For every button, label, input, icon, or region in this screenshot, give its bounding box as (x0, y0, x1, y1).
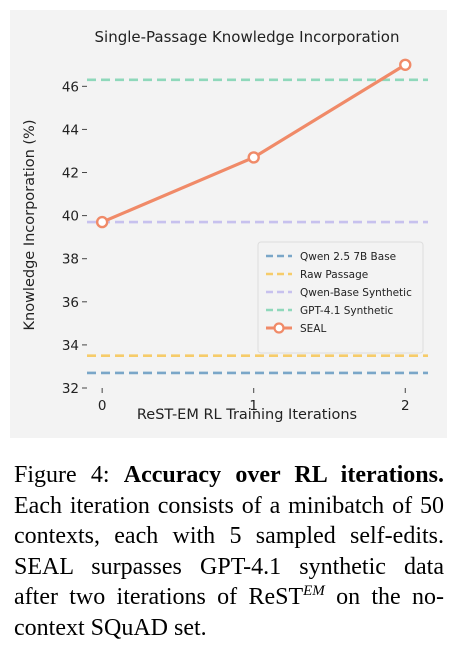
y-tick-label: 32 (62, 381, 79, 397)
legend-label: SEAL (300, 323, 326, 335)
caption-bold: Accuracy over RL iterations. (123, 462, 444, 488)
legend-label: Raw Passage (300, 269, 368, 281)
series-line-seal (100, 63, 407, 224)
y-tick-label: 40 (62, 209, 79, 225)
data-point-seal-0 (95, 215, 109, 229)
chart-title: Single-Passage Knowledge Incorporation (95, 28, 400, 46)
legend-box (257, 241, 424, 354)
caption-superscript: EM (303, 583, 325, 599)
caption-text: Each iteration consists of a minibatch o… (14, 492, 444, 611)
legend-label: Qwen-Base Synthetic (300, 287, 412, 299)
x-tick-label: 1 (249, 398, 258, 414)
legend-marker (273, 322, 285, 334)
figure-caption: Figure 4: Accuracy over RL iterations. E… (14, 460, 444, 643)
x-tick-label: 2 (401, 398, 410, 414)
y-tick-label: 44 (62, 122, 79, 138)
data-point-seal-1 (247, 151, 260, 164)
y-tick-label: 46 (62, 79, 79, 95)
y-tick-label: 38 (62, 252, 79, 268)
chart-panel: Single-Passage Knowledge Incorporation 3… (10, 10, 447, 438)
y-tick-label: 36 (62, 295, 79, 311)
legend-label: Qwen 2.5 7B Base (300, 251, 396, 263)
caption-text-end: on the no-context SQuAD set. (14, 584, 444, 641)
y-axis-label: Knowledge Incorporation (%) (22, 120, 38, 331)
legend: Qwen 2.5 7B Base Raw Passage Qwen-Base Syn… (257, 241, 424, 354)
data-point-seal-2 (399, 58, 412, 71)
x-axis-label: ReST-EM RL Training Iterations (137, 407, 357, 423)
x-tick-label: 0 (98, 398, 107, 414)
y-tick-label: 42 (62, 166, 79, 182)
y-tick-label: 34 (62, 338, 79, 354)
legend-label: GPT-4.1 Synthetic (300, 305, 394, 317)
line-chart: Single-Passage Knowledge Incorporation 3… (22, 28, 428, 423)
caption-label: Figure 4: (14, 462, 110, 488)
